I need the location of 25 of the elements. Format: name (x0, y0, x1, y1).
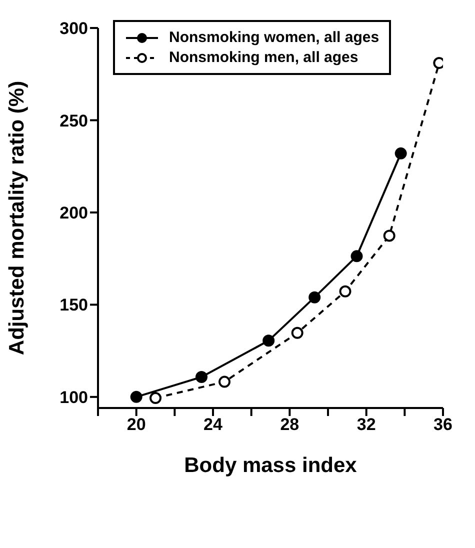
x-tick-label: 24 (204, 415, 223, 434)
x-tick-label: 28 (280, 415, 300, 434)
y-axis-title: Adjusted mortality ratio (%) (5, 80, 28, 356)
point (130, 390, 142, 403)
legend-label: Nonsmoking men, all ages (169, 49, 358, 66)
point (394, 147, 407, 160)
x-axis-title: Body mass index (184, 454, 358, 477)
point (218, 376, 230, 388)
point (291, 326, 304, 339)
point (383, 230, 396, 242)
y-tick-label: 100 (60, 388, 88, 407)
point (308, 291, 321, 304)
x-tick-label: 20 (126, 415, 146, 434)
y-tick-label: 300 (60, 19, 88, 38)
y-tick-label: 200 (60, 204, 88, 222)
y-tick-label: 150 (60, 296, 88, 315)
legend-label: Nonsmoking women, all ages (169, 29, 380, 46)
point (350, 250, 363, 262)
point (262, 334, 275, 347)
y-tick-label: 250 (60, 111, 88, 130)
point (196, 371, 208, 384)
point (339, 285, 352, 298)
x-tick-label: 36 (434, 415, 452, 434)
point (150, 392, 162, 404)
x-tick-label: 32 (356, 415, 376, 434)
